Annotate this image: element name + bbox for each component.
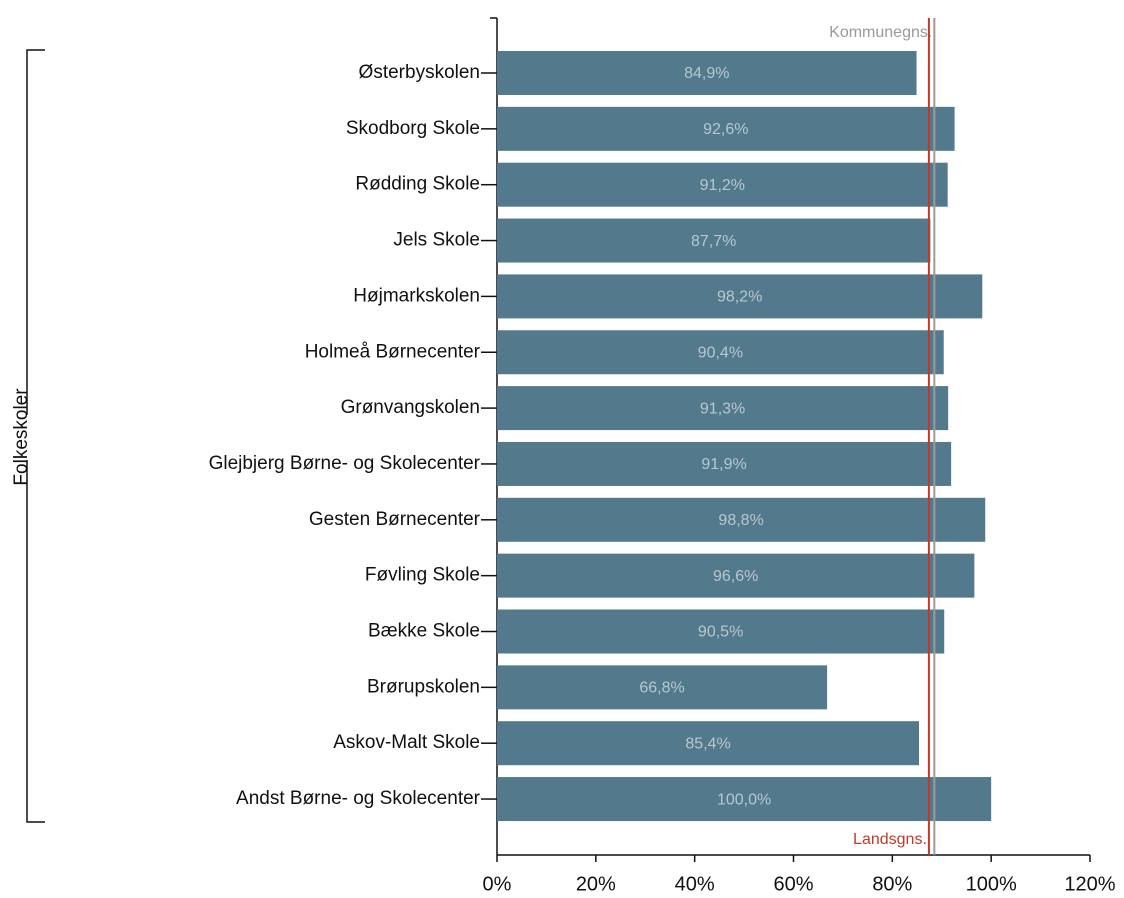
bar	[497, 777, 992, 822]
bar	[497, 274, 983, 319]
bar	[497, 553, 975, 598]
bar	[497, 609, 945, 654]
x-tick-label: 60%	[773, 873, 813, 895]
value-label: 85,4%	[685, 735, 730, 752]
reference-label: Kommunegns.	[829, 24, 932, 41]
value-label: 98,2%	[717, 289, 762, 306]
y-tick-label: Andst Børne- og Skolecenter	[236, 788, 481, 809]
bar	[497, 386, 949, 431]
value-label: 84,9%	[684, 65, 729, 82]
bar	[497, 218, 931, 263]
x-tick-label: 40%	[675, 873, 715, 895]
x-tick-label: 120%	[1064, 873, 1115, 895]
value-label: 90,4%	[698, 344, 743, 361]
bar	[497, 441, 952, 486]
bar	[497, 721, 920, 766]
value-label: 90,5%	[698, 624, 743, 641]
y-tick-label: Rødding Skole	[355, 174, 480, 195]
reference-label: Landsgns.	[853, 831, 927, 848]
value-label: 87,7%	[691, 233, 736, 250]
y-tick-label: Bække Skole	[368, 621, 480, 642]
bar	[497, 330, 944, 375]
group-label: Folkeskoler	[11, 388, 32, 486]
value-label: 98,8%	[718, 512, 763, 529]
x-tick-label: 0%	[483, 873, 512, 895]
y-tick-label: Jels Skole	[393, 230, 480, 251]
value-label: 91,3%	[700, 400, 745, 417]
value-label: 66,8%	[639, 680, 684, 697]
bar	[497, 665, 828, 710]
y-tick-label: Glejbjerg Børne- og Skolecenter	[209, 453, 481, 474]
y-tick-label: Skodborg Skole	[346, 118, 480, 139]
x-tick-label: 20%	[576, 873, 616, 895]
bar	[497, 497, 986, 542]
y-tick-label: Østerbyskolen	[359, 62, 480, 83]
bar	[497, 51, 917, 95]
y-tick-label: Brørupskolen	[367, 676, 480, 697]
value-label: 91,9%	[701, 456, 746, 473]
value-label: 91,2%	[700, 177, 745, 194]
y-tick-label: Askov-Malt Skole	[333, 732, 480, 753]
y-tick-label: Grønvangskolen	[341, 397, 480, 418]
bar	[497, 162, 948, 207]
value-label: 92,6%	[703, 121, 748, 138]
group-bracket	[26, 49, 45, 823]
value-label: 96,6%	[713, 568, 758, 585]
y-tick-label: Gesten Børnecenter	[309, 509, 481, 530]
y-tick-label: Holmeå Børnecenter	[305, 341, 481, 362]
y-tick-label: Føvling Skole	[365, 565, 480, 586]
x-tick-label: 100%	[966, 873, 1017, 895]
y-tick-label: Højmarkskolen	[353, 285, 480, 306]
x-tick-label: 80%	[872, 873, 912, 895]
bar	[497, 106, 955, 151]
value-label: 100,0%	[717, 791, 771, 808]
